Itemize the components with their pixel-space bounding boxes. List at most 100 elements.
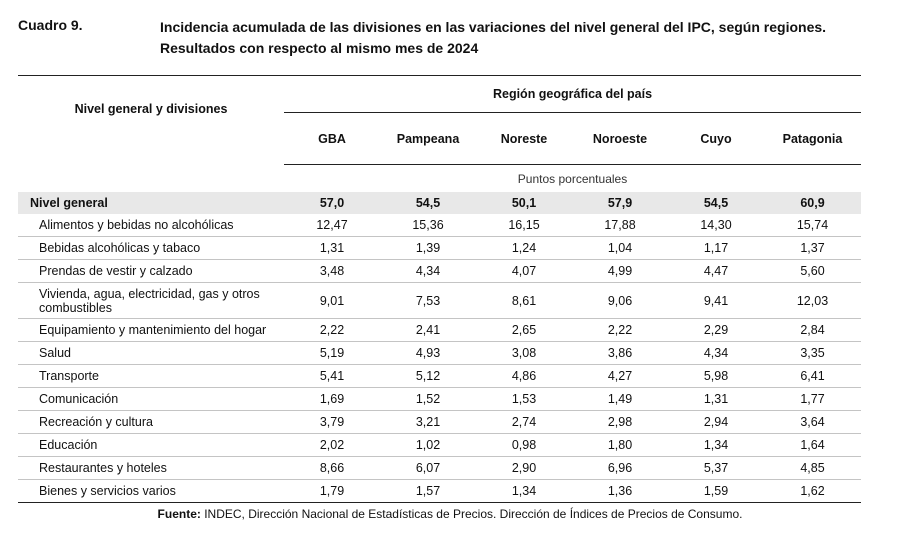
column-header: Pampeana	[380, 112, 476, 165]
table-row: Prendas de vestir y calzado 3,48 4,34 4,07 4…	[18, 259, 862, 283]
table-cell: 9,41	[668, 282, 764, 319]
table-row: Comunicación 1,69 1,52 1,53 1,49 1,31 1,77	[18, 387, 862, 411]
table-number-label: Cuadro 9.	[18, 17, 83, 33]
table-cell: 14,30	[668, 214, 764, 237]
row-label: Vivienda, agua, electricidad, gas y otro…	[18, 282, 284, 319]
row-label: Alimentos y bebidas no alcohólicas	[18, 214, 284, 237]
table-cell: 1,04	[572, 236, 668, 260]
table-cell: 5,60	[764, 259, 862, 283]
table-cell: 12,47	[284, 214, 380, 237]
row-header: Nivel general y divisiones	[18, 75, 284, 165]
table-cell: 3,48	[284, 259, 380, 283]
table-cell: 5,98	[668, 364, 764, 388]
table-cell: 1,39	[380, 236, 476, 260]
table-cell: 0,98	[476, 433, 572, 457]
table-row: Vivienda, agua, electricidad, gas y otro…	[18, 282, 862, 319]
table-cell: 4,34	[380, 259, 476, 283]
row-label: Nivel general	[18, 192, 284, 214]
table-cell: 9,01	[284, 282, 380, 319]
table-title: Incidencia acumulada de las divisiones e…	[160, 17, 880, 59]
row-label: Comunicación	[18, 387, 284, 411]
table-cell: 1,57	[380, 479, 476, 503]
table-cell: 2,94	[668, 410, 764, 434]
table-cell: 2,41	[380, 318, 476, 342]
table-cell: 1,34	[476, 479, 572, 503]
row-label: Bebidas alcohólicas y tabaco	[18, 236, 284, 260]
table-cell: 4,99	[572, 259, 668, 283]
table-row-general: Nivel general 57,0 54,5 50,1 57,9 54,5 60,9	[18, 192, 862, 214]
table-cell: 4,34	[668, 341, 764, 365]
column-header: GBA	[284, 112, 380, 165]
table-cell: 16,15	[476, 214, 572, 237]
table-cell: 1,37	[764, 236, 862, 260]
row-label: Bienes y servicios varios	[18, 479, 284, 503]
table-row: Transporte 5,41 5,12 4,86 4,27 5,98 6,41	[18, 364, 862, 388]
table-cell: 1,34	[668, 433, 764, 457]
table-cell: 1,17	[668, 236, 764, 260]
unit-row-spacer	[18, 165, 284, 193]
table-cell: 3,86	[572, 341, 668, 365]
table-cell: 4,07	[476, 259, 572, 283]
table-cell: 3,64	[764, 410, 862, 434]
table-cell: 57,9	[572, 192, 668, 214]
source-text: INDEC, Dirección Nacional de Estadística…	[200, 507, 743, 521]
table-cell: 1,31	[284, 236, 380, 260]
table-cell: 5,41	[284, 364, 380, 388]
table-title-line-1: Incidencia acumulada de las divisiones e…	[160, 19, 827, 35]
region-group-header: Región geográfica del país	[284, 75, 862, 113]
row-label: Equipamiento y mantenimiento del hogar	[18, 318, 284, 342]
source-label: Fuente:	[157, 507, 201, 521]
table-row: Equipamiento y mantenimiento del hogar 2,…	[18, 318, 862, 342]
table-cell: 6,41	[764, 364, 862, 388]
table-cell: 1,53	[476, 387, 572, 411]
table-cell: 5,19	[284, 341, 380, 365]
table-cell: 4,47	[668, 259, 764, 283]
column-header: Patagonia	[764, 112, 862, 165]
table-cell: 3,21	[380, 410, 476, 434]
table-cell: 15,74	[764, 214, 862, 237]
table-cell: 57,0	[284, 192, 380, 214]
table-cell: 4,86	[476, 364, 572, 388]
row-label: Recreación y cultura	[18, 410, 284, 434]
column-header: Noroeste	[572, 112, 668, 165]
table-cell: 50,1	[476, 192, 572, 214]
table-cell: 2,90	[476, 456, 572, 480]
table-cell: 1,69	[284, 387, 380, 411]
column-header: Noreste	[476, 112, 572, 165]
row-label: Salud	[18, 341, 284, 365]
table-cell: 1,77	[764, 387, 862, 411]
row-label: Restaurantes y hoteles	[18, 456, 284, 480]
table-row: Recreación y cultura 3,79 3,21 2,74 2,98 2,94…	[18, 410, 862, 434]
table-cell: 2,98	[572, 410, 668, 434]
table-title-line-2: Resultados con respecto al mismo mes de …	[160, 40, 479, 56]
ipc-incidence-table: Nivel general y divisiones Región geográ…	[18, 75, 862, 503]
column-header: Cuyo	[668, 112, 764, 165]
source-note: Fuente: INDEC, Dirección Nacional de Est…	[0, 507, 900, 521]
table-cell: 1,64	[764, 433, 862, 457]
table-row: Alimentos y bebidas no alcohólicas 12,47 1…	[18, 214, 862, 237]
row-label: Prendas de vestir y calzado	[18, 259, 284, 283]
table-cell: 3,79	[284, 410, 380, 434]
table-cell: 1,79	[284, 479, 380, 503]
table-cell: 9,06	[572, 282, 668, 319]
table-cell: 1,36	[572, 479, 668, 503]
table-cell: 6,96	[572, 456, 668, 480]
table-cell: 1,49	[572, 387, 668, 411]
table-cell: 1,24	[476, 236, 572, 260]
table-cell: 1,80	[572, 433, 668, 457]
table-cell: 60,9	[764, 192, 862, 214]
table-cell: 8,66	[284, 456, 380, 480]
table-cell: 2,74	[476, 410, 572, 434]
table-cell: 4,93	[380, 341, 476, 365]
row-label: Transporte	[18, 364, 284, 388]
table-cell: 2,65	[476, 318, 572, 342]
table-cell: 4,27	[572, 364, 668, 388]
table-cell: 7,53	[380, 282, 476, 319]
table-cell: 3,35	[764, 341, 862, 365]
table-cell: 2,02	[284, 433, 380, 457]
table-cell: 1,59	[668, 479, 764, 503]
table-cell: 4,85	[764, 456, 862, 480]
table-row: Bebidas alcohólicas y tabaco 1,31 1,39 1,24…	[18, 236, 862, 260]
table-cell: 54,5	[380, 192, 476, 214]
table-cell: 54,5	[668, 192, 764, 214]
